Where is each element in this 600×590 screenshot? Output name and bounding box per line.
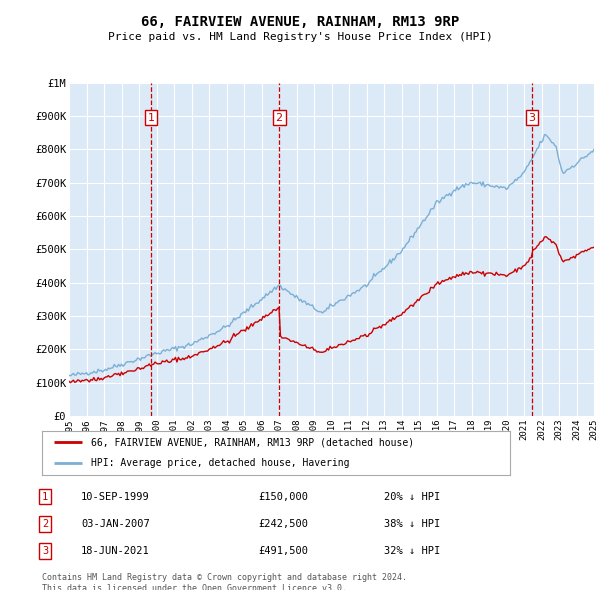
Text: This data is licensed under the Open Government Licence v3.0.: This data is licensed under the Open Gov… (42, 584, 347, 590)
Text: 66, FAIRVIEW AVENUE, RAINHAM, RM13 9RP (detached house): 66, FAIRVIEW AVENUE, RAINHAM, RM13 9RP (… (91, 437, 414, 447)
Text: £150,000: £150,000 (258, 492, 308, 502)
Text: 3: 3 (42, 546, 48, 556)
Text: 1: 1 (42, 492, 48, 502)
Text: 1: 1 (148, 113, 155, 123)
Text: 20% ↓ HPI: 20% ↓ HPI (384, 492, 440, 502)
Text: 66, FAIRVIEW AVENUE, RAINHAM, RM13 9RP: 66, FAIRVIEW AVENUE, RAINHAM, RM13 9RP (141, 15, 459, 29)
Text: Contains HM Land Registry data © Crown copyright and database right 2024.: Contains HM Land Registry data © Crown c… (42, 573, 407, 582)
Text: £242,500: £242,500 (258, 519, 308, 529)
Text: £491,500: £491,500 (258, 546, 308, 556)
Text: 2: 2 (275, 113, 283, 123)
Text: 38% ↓ HPI: 38% ↓ HPI (384, 519, 440, 529)
Text: 32% ↓ HPI: 32% ↓ HPI (384, 546, 440, 556)
Text: 10-SEP-1999: 10-SEP-1999 (81, 492, 150, 502)
Text: 03-JAN-2007: 03-JAN-2007 (81, 519, 150, 529)
Text: 2: 2 (42, 519, 48, 529)
Text: 3: 3 (529, 113, 536, 123)
Text: Price paid vs. HM Land Registry's House Price Index (HPI): Price paid vs. HM Land Registry's House … (107, 32, 493, 42)
Text: HPI: Average price, detached house, Havering: HPI: Average price, detached house, Have… (91, 458, 350, 468)
Text: 18-JUN-2021: 18-JUN-2021 (81, 546, 150, 556)
